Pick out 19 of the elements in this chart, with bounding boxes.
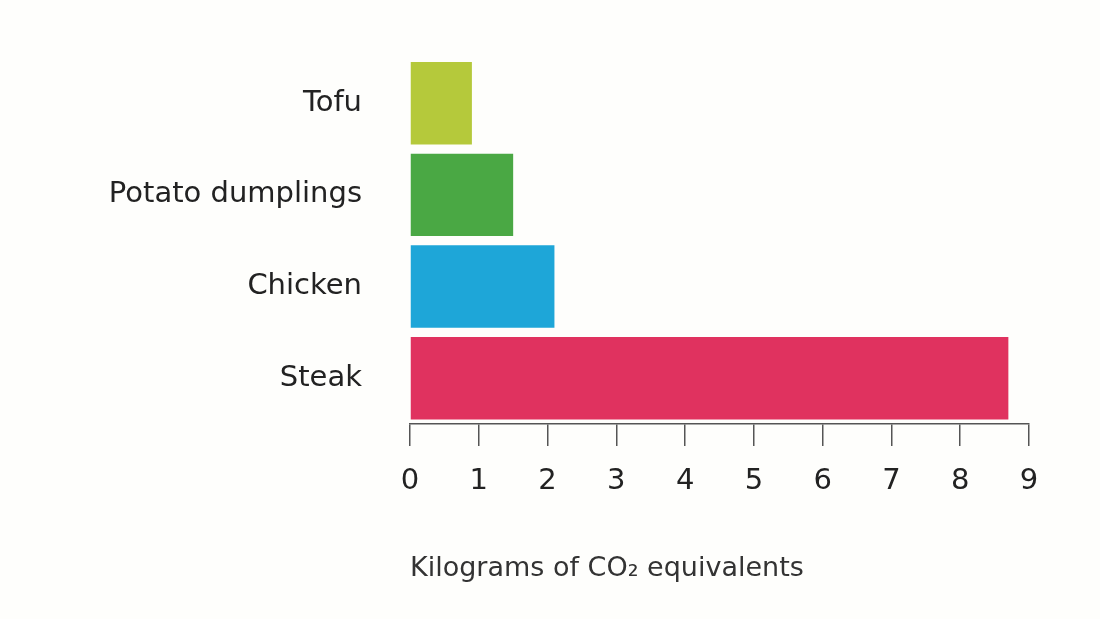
- bar: [410, 245, 555, 328]
- y-tick-label: Tofu: [301, 83, 362, 118]
- x-tick-label: 9: [1019, 461, 1039, 496]
- bar: [410, 61, 472, 145]
- y-tick-label: Potato dumplings: [108, 175, 362, 210]
- x-tick-label: 1: [469, 461, 488, 496]
- x-tick-label: 5: [744, 461, 764, 496]
- y-tick-label: Steak: [279, 358, 363, 393]
- x-axis-title: Kilograms of CO₂ equivalents: [410, 550, 804, 582]
- bar: [410, 336, 1009, 420]
- y-tick-label: Chicken: [247, 267, 362, 302]
- x-tick-label: 7: [882, 461, 901, 496]
- x-tick-label: 8: [951, 461, 970, 496]
- x-tick-label: 6: [813, 461, 832, 496]
- x-tick-label: 4: [675, 461, 695, 496]
- x-tick-label: 2: [538, 461, 557, 496]
- x-tick-label: 3: [607, 461, 626, 496]
- bar: [410, 153, 514, 237]
- x-tick-label: 0: [400, 461, 420, 496]
